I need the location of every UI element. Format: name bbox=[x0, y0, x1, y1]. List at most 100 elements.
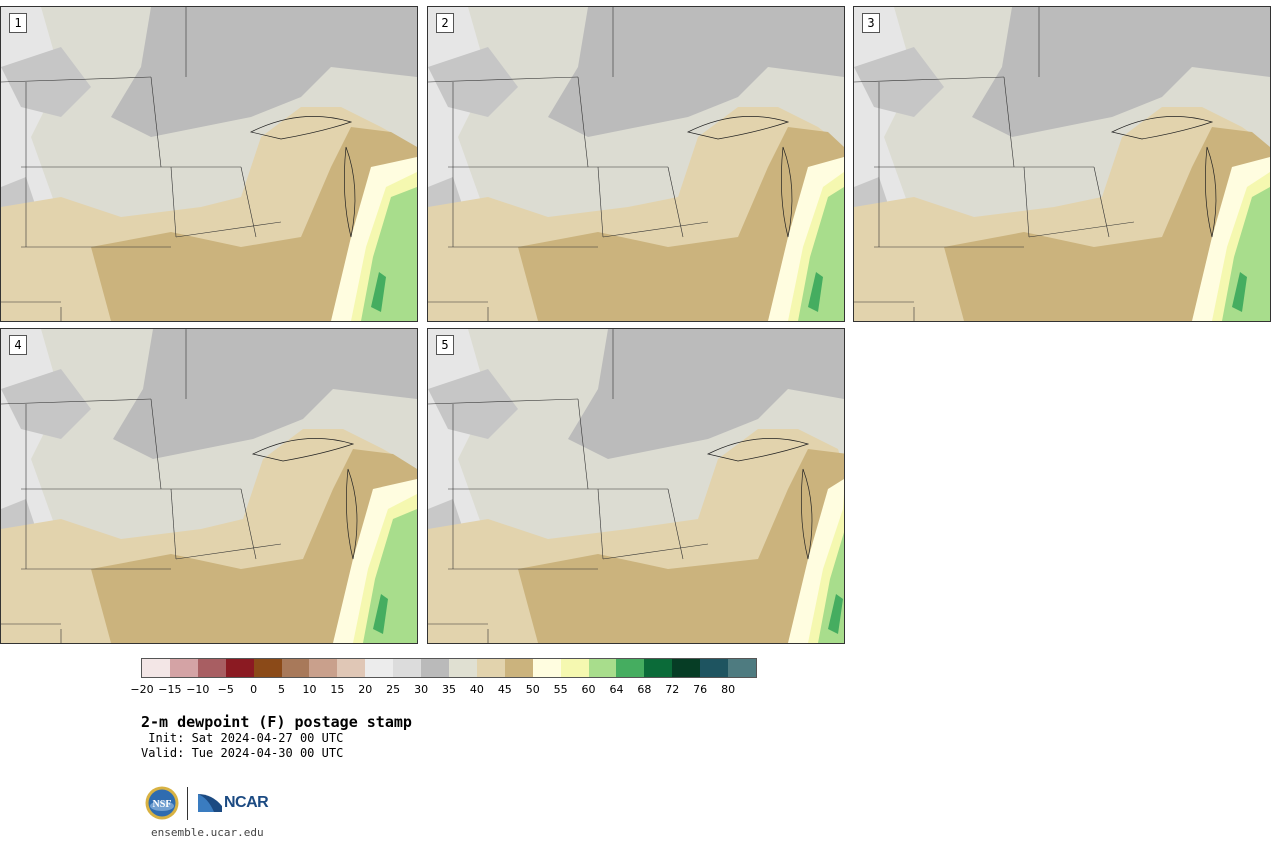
dewpoint-map bbox=[428, 7, 844, 321]
colorbar-segment bbox=[644, 659, 673, 677]
very-humid-spot bbox=[1232, 272, 1247, 312]
colorbar-tick-label: −15 bbox=[158, 683, 182, 696]
state-border bbox=[170, 166, 177, 238]
cool-dry-region bbox=[972, 7, 1270, 137]
colorbar-tick-label: 45 bbox=[497, 683, 512, 696]
humid-region bbox=[361, 187, 417, 321]
map-panel-4: 4 bbox=[0, 328, 418, 644]
init-time: Init: Sat 2024-04-27 00 UTC bbox=[141, 731, 344, 745]
colorbar-segment bbox=[448, 659, 477, 677]
cool-dry-region bbox=[428, 369, 518, 439]
colorbar-segment bbox=[616, 659, 645, 677]
humid-region bbox=[363, 509, 417, 643]
state-border bbox=[428, 76, 579, 83]
colorbar-segment bbox=[393, 659, 422, 677]
moist-band bbox=[518, 127, 844, 321]
colorbar-segment bbox=[532, 659, 561, 677]
website-url: ensemble.ucar.edu bbox=[151, 826, 264, 839]
colorbar-segment bbox=[560, 659, 589, 677]
panel-number: 5 bbox=[436, 335, 454, 355]
colorbar-tick-label: 30 bbox=[414, 683, 429, 696]
cool-dry-region bbox=[428, 47, 518, 117]
state-border bbox=[1028, 221, 1135, 238]
colorbar-tick-label: 68 bbox=[637, 683, 652, 696]
colorbar-segment bbox=[225, 659, 254, 677]
state-border bbox=[1, 76, 152, 83]
dewpoint-map bbox=[854, 7, 1270, 321]
lake-outline bbox=[706, 438, 810, 462]
lake-outline bbox=[346, 468, 358, 560]
colorbar-tick-label: 25 bbox=[386, 683, 401, 696]
lake-outline bbox=[801, 468, 813, 560]
colorbar-tick-label: 20 bbox=[358, 683, 373, 696]
very-humid-spot bbox=[373, 594, 388, 634]
very-humid-spot bbox=[371, 272, 386, 312]
ncar-logo-text: NCAR bbox=[224, 794, 269, 811]
dewpoint-map bbox=[1, 329, 417, 643]
cool-dry-region bbox=[113, 329, 417, 459]
colorbar-tick-label: 64 bbox=[609, 683, 624, 696]
nsf-logo-text: NSF bbox=[153, 799, 172, 810]
colorbar-segment bbox=[142, 659, 170, 677]
state-border bbox=[577, 76, 589, 168]
state-border bbox=[1003, 76, 1015, 168]
state-border bbox=[150, 398, 162, 490]
state-border bbox=[150, 76, 162, 168]
humid-region bbox=[1222, 187, 1270, 321]
state-border bbox=[170, 488, 177, 560]
colorbar-segment bbox=[309, 659, 338, 677]
colorbar-tick-label: 76 bbox=[693, 683, 708, 696]
very-humid-spot bbox=[828, 594, 843, 634]
state-border bbox=[175, 543, 282, 560]
panel-number: 1 bbox=[9, 13, 27, 33]
moist-band bbox=[91, 127, 417, 321]
colorbar-tick-label: 55 bbox=[553, 683, 568, 696]
lake-outline bbox=[344, 146, 356, 238]
state-border bbox=[175, 221, 282, 238]
colorbar-segment bbox=[588, 659, 617, 677]
colorbar-segment bbox=[337, 659, 366, 677]
colorbar-tick-label: 50 bbox=[525, 683, 540, 696]
dewpoint-map bbox=[428, 329, 844, 643]
panel-number: 4 bbox=[9, 335, 27, 355]
moist-band bbox=[944, 127, 1270, 321]
plot-title: 2-m dewpoint (F) postage stamp bbox=[141, 713, 412, 731]
state-border bbox=[602, 221, 709, 238]
state-border bbox=[240, 166, 257, 238]
state-border bbox=[1093, 166, 1110, 238]
logo-divider bbox=[187, 787, 188, 820]
map-panel-2: 2 bbox=[427, 6, 845, 322]
lake-outline bbox=[1205, 146, 1217, 238]
lake-outline bbox=[1110, 116, 1214, 140]
moist-band bbox=[518, 449, 844, 643]
very-humid-spot bbox=[808, 272, 823, 312]
nsf-logo-icon: NSF bbox=[145, 786, 179, 820]
state-border bbox=[240, 488, 257, 560]
colorbar-segment bbox=[197, 659, 226, 677]
state-border bbox=[577, 398, 589, 490]
colorbar-tick-label: 5 bbox=[278, 683, 286, 696]
state-border bbox=[597, 166, 604, 238]
colorbar-tick-label: 72 bbox=[665, 683, 680, 696]
humid-region bbox=[798, 187, 844, 321]
colorbar bbox=[141, 658, 757, 678]
panel-number: 3 bbox=[862, 13, 880, 33]
moist-band bbox=[91, 449, 417, 643]
colorbar-tick-label: 40 bbox=[469, 683, 484, 696]
map-panel-1: 1 bbox=[0, 6, 418, 322]
colorbar-segment bbox=[672, 659, 701, 677]
state-border bbox=[1, 398, 152, 405]
cool-dry-region bbox=[1, 369, 91, 439]
cool-dry-region bbox=[854, 47, 944, 117]
colorbar-segment bbox=[504, 659, 533, 677]
cool-dry-region bbox=[111, 7, 417, 137]
state-border bbox=[667, 488, 684, 560]
map-panel-3: 3 bbox=[853, 6, 1271, 322]
lake-outline bbox=[686, 116, 790, 140]
dewpoint-map bbox=[1, 7, 417, 321]
map-panel-5: 5 bbox=[427, 328, 845, 644]
cool-dry-region bbox=[568, 329, 844, 459]
colorbar-segment bbox=[365, 659, 394, 677]
state-border bbox=[602, 543, 709, 560]
colorbar-segment bbox=[421, 659, 449, 677]
